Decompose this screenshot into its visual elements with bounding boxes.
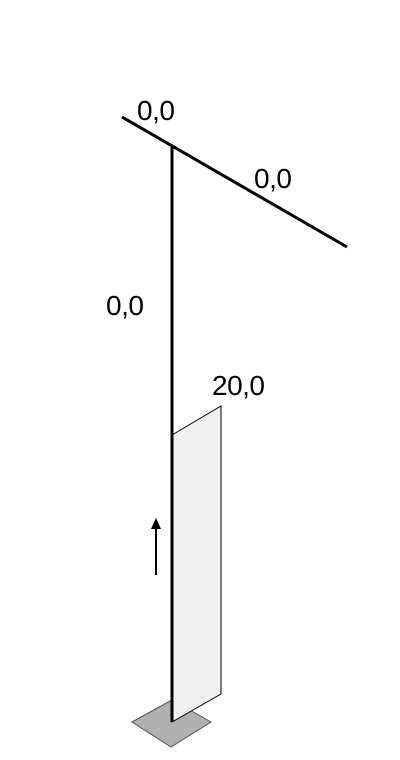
top-left-value-label: 0,0 — [137, 95, 174, 126]
fixed-support-icon — [131, 699, 212, 748]
beam-member — [121, 115, 348, 249]
load-value-label: 20,0 — [212, 370, 265, 401]
beam-right-value-label: 0,0 — [254, 163, 291, 194]
column-value-label: 0,0 — [106, 290, 143, 321]
arrow-up-icon — [151, 518, 161, 575]
distributed-load-panel — [171, 405, 222, 723]
